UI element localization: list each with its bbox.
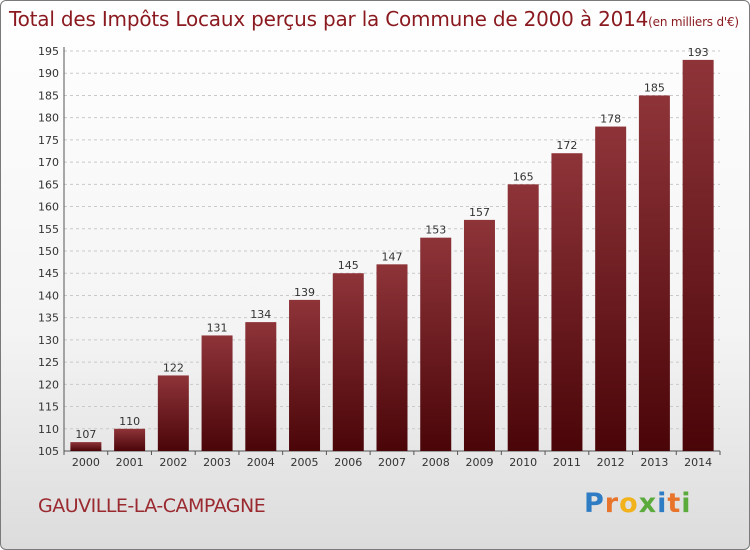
x-tick-label: 2010: [509, 456, 537, 469]
bar: [201, 335, 233, 451]
bar: [157, 375, 189, 451]
x-tick-label: 2005: [291, 456, 319, 469]
data-label: 172: [556, 139, 577, 152]
x-tick-label: 2002: [159, 456, 187, 469]
bar: [507, 184, 539, 452]
y-tick-label: 175: [38, 134, 59, 147]
y-tick-label: 185: [38, 89, 59, 102]
data-label: 131: [207, 321, 228, 334]
chart-title-text: Total des Impôts Locaux perçus par la Co…: [9, 7, 649, 31]
y-tick-label: 145: [38, 267, 59, 280]
data-label: 122: [163, 361, 184, 374]
y-tick-label: 115: [38, 401, 59, 414]
x-tick-label: 2013: [640, 456, 668, 469]
data-label: 139: [294, 286, 315, 299]
bar: [332, 273, 364, 451]
bar: [70, 442, 102, 451]
y-tick-label: 125: [38, 356, 59, 369]
x-tick-label: 2011: [553, 456, 581, 469]
bar: [595, 126, 627, 452]
x-tick-label: 2001: [116, 456, 144, 469]
y-tick-label: 150: [38, 245, 59, 258]
y-tick-label: 195: [38, 45, 59, 58]
bar: [289, 299, 321, 451]
bar: [114, 428, 146, 451]
commune-name: GAUVILLE-LA-CAMPAGNE: [38, 495, 266, 517]
data-label: 193: [688, 46, 709, 59]
data-label: 110: [119, 415, 140, 428]
y-tick-label: 120: [38, 378, 59, 391]
bar: [376, 264, 408, 451]
chart-unit-label: (en milliers d'€): [648, 15, 739, 29]
data-label: 178: [600, 113, 621, 126]
data-label: 157: [469, 206, 490, 219]
y-tick-label: 160: [38, 201, 59, 214]
y-tick-label: 130: [38, 334, 59, 347]
bar: [682, 59, 714, 452]
data-label: 147: [382, 250, 403, 263]
y-tick-label: 180: [38, 112, 59, 125]
y-tick-label: 110: [38, 423, 59, 436]
logo-letter: P: [584, 488, 605, 519]
logo-letter: i: [681, 488, 692, 519]
x-tick-label: 2008: [422, 456, 450, 469]
x-tick-label: 2000: [72, 456, 100, 469]
y-tick-label: 165: [38, 178, 59, 191]
y-tick-label: 105: [38, 445, 59, 458]
bar: [420, 237, 452, 451]
bar: [638, 95, 670, 451]
logo-letter: i: [657, 488, 668, 519]
y-tick-label: 190: [38, 67, 59, 80]
y-tick-label: 155: [38, 223, 59, 236]
bar: [245, 322, 277, 451]
proxiti-logo: Proxiti: [584, 488, 692, 519]
x-tick-label: 2006: [334, 456, 362, 469]
chart-title: Total des Impôts Locaux perçus par la Co…: [9, 7, 739, 31]
data-label: 107: [75, 428, 96, 441]
x-tick-label: 2012: [597, 456, 625, 469]
data-label: 153: [425, 224, 446, 237]
bar: [463, 219, 495, 451]
y-tick-label: 140: [38, 289, 59, 302]
x-tick-label: 2003: [203, 456, 231, 469]
logo-letter: o: [619, 488, 639, 519]
data-label: 185: [644, 81, 665, 94]
data-label: 145: [338, 259, 359, 272]
logo-letter: t: [667, 488, 682, 519]
x-tick-label: 2009: [465, 456, 493, 469]
x-tick-label: 2004: [247, 456, 275, 469]
x-tick-label: 2007: [378, 456, 406, 469]
logo-letter: x: [638, 488, 658, 519]
y-tick-label: 135: [38, 312, 59, 325]
y-tick-label: 170: [38, 156, 59, 169]
data-label: 165: [513, 170, 534, 183]
data-label: 134: [250, 308, 271, 321]
bar: [551, 153, 583, 451]
x-tick-label: 2014: [684, 456, 712, 469]
logo-letter: r: [604, 488, 620, 519]
